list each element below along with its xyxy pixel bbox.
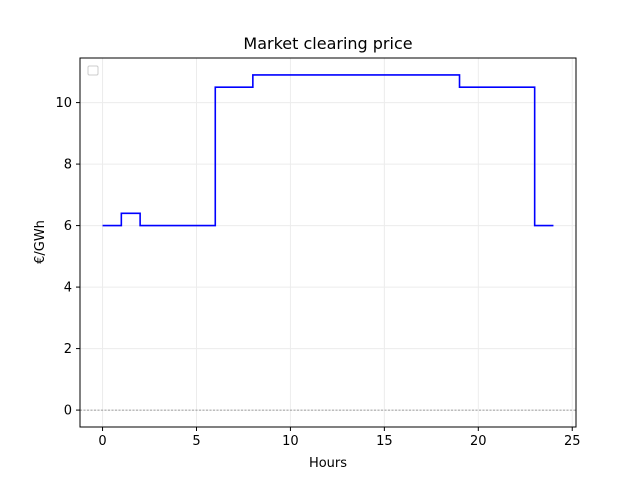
grid: [80, 58, 576, 427]
x-tick-label: 20: [470, 434, 487, 449]
ticks: 0 5 10 15 20 25 0 2 4 6 8 10: [55, 96, 580, 449]
x-tick-label: 15: [376, 434, 393, 449]
y-tick-label: 6: [64, 219, 72, 234]
x-axis-label: Hours: [309, 456, 347, 471]
series-layer: [102, 74, 554, 227]
x-tick-label: 0: [98, 434, 106, 449]
y-tick-label: 2: [64, 342, 72, 357]
plot-frame: [79, 57, 577, 428]
plot-area: [80, 58, 576, 427]
x-tick-label: 10: [282, 434, 299, 449]
x-tick-label: 5: [192, 434, 200, 449]
x-tick-label: 25: [564, 434, 581, 449]
price-step-line: [102, 74, 554, 227]
y-tick-label: 0: [64, 404, 72, 419]
chart-title: Market clearing price: [243, 34, 412, 53]
y-axis-label: €/GWh: [33, 220, 48, 264]
y-tick-label: 10: [55, 96, 72, 111]
legend-box: [87, 65, 99, 76]
y-tick-label: 8: [64, 158, 72, 173]
y-tick-label: 4: [64, 281, 72, 296]
